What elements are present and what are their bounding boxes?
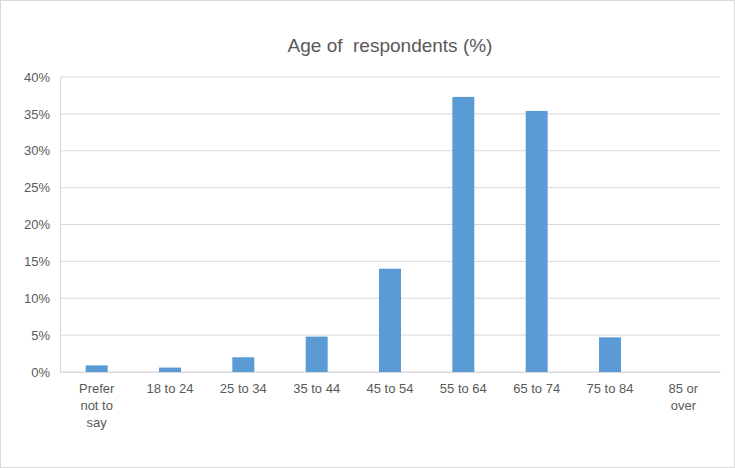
bar (232, 357, 254, 372)
bar (86, 365, 108, 372)
bar (452, 97, 474, 372)
x-tick: 75 to 84 (587, 372, 634, 396)
x-tick-label: 18 to 24 (147, 381, 194, 396)
y-tick-label: 10% (24, 291, 50, 306)
bar (599, 337, 621, 372)
y-tick-label: 35% (24, 107, 50, 122)
grid-line (60, 224, 720, 225)
x-tick-label: 85 or over (669, 381, 699, 413)
x-tick: 85 or over (669, 372, 699, 413)
grid-line (60, 150, 720, 151)
x-tick: 35 to 44 (293, 372, 340, 396)
x-tick-label-line: 45 to 54 (367, 381, 414, 396)
bar (306, 337, 328, 372)
x-tick: 65 to 74 (513, 372, 560, 396)
bar (159, 368, 181, 372)
title: Age of respondents (%) (288, 35, 493, 56)
grid-line (60, 77, 720, 78)
x-tick-label-line: 18 to 24 (147, 381, 194, 396)
grid-line (60, 261, 720, 262)
y-tick: 30% (24, 143, 60, 158)
x-tick-label: 35 to 44 (293, 381, 340, 396)
x-tick-label-line: 35 to 44 (293, 381, 340, 396)
y-tick: 10% (24, 291, 60, 306)
x-tick-label: 45 to 54 (367, 381, 414, 396)
x-tick: 18 to 24 (147, 372, 194, 396)
x-tick-label-line: over (671, 398, 697, 413)
x-tick-label-line: Prefer (79, 381, 115, 396)
x-tick-label: Prefer not to say (79, 381, 115, 430)
y-tick: 40% (24, 70, 60, 85)
y-tick-label: 40% (24, 70, 50, 85)
bar (672, 372, 694, 373)
y-tick: 20% (24, 217, 60, 232)
y-tick: 15% (24, 254, 60, 269)
y-tick-label: 30% (24, 143, 50, 158)
bar (379, 269, 401, 372)
bar (526, 111, 548, 372)
y-tick: 0% (31, 365, 60, 380)
x-tick-label: 65 to 74 (513, 381, 560, 396)
y-tick-label: 15% (24, 254, 50, 269)
x-tick: 55 to 64 (440, 372, 487, 396)
y-axis: 0% 5% 10% 15% 20% 25% 30% 35% 40% (24, 70, 61, 380)
y-tick-label: 5% (31, 328, 50, 343)
x-tick-label-line: 25 to 34 (220, 381, 267, 396)
x-tick-label-line: 65 to 74 (513, 381, 560, 396)
y-tick-label: 0% (31, 365, 50, 380)
x-tick-label-line: 85 or (669, 381, 699, 396)
x-axis-line (61, 372, 721, 373)
x-tick-label-line: 55 to 64 (440, 381, 487, 396)
x-axis: Prefer not to say 18 to 24 25 to 34 35 to 44 4… (61, 372, 721, 430)
grid-line (60, 187, 720, 188)
chart-border (1, 1, 735, 468)
y-tick-label: 25% (24, 180, 50, 195)
grid (60, 77, 720, 372)
y-tick-label: 20% (24, 217, 50, 232)
x-tick: 25 to 34 (220, 372, 267, 396)
x-tick-label: 55 to 64 (440, 381, 487, 396)
x-tick-label-line: 75 to 84 (587, 381, 634, 396)
y-axis-line (60, 78, 61, 373)
plot-area: 0% 5% 10% 15% 20% 25% 30% 35% 40% Prefer not to say… (24, 70, 721, 430)
grid-line (60, 113, 720, 114)
x-tick-label-line: not to (80, 398, 113, 413)
y-tick: 5% (31, 328, 60, 343)
x-tick: Prefer not to say (79, 372, 115, 430)
x-tick-label: 25 to 34 (220, 381, 267, 396)
x-tick-label: 75 to 84 (587, 381, 634, 396)
chart: 0% 5% 10% 15% 20% 25% 30% 35% 40% Prefer not to say… (0, 0, 735, 468)
x-tick: 45 to 54 (367, 372, 414, 396)
bars (86, 97, 621, 372)
x-tick-label-line: say (87, 415, 108, 430)
y-tick: 35% (24, 107, 60, 122)
y-tick: 25% (24, 180, 60, 195)
